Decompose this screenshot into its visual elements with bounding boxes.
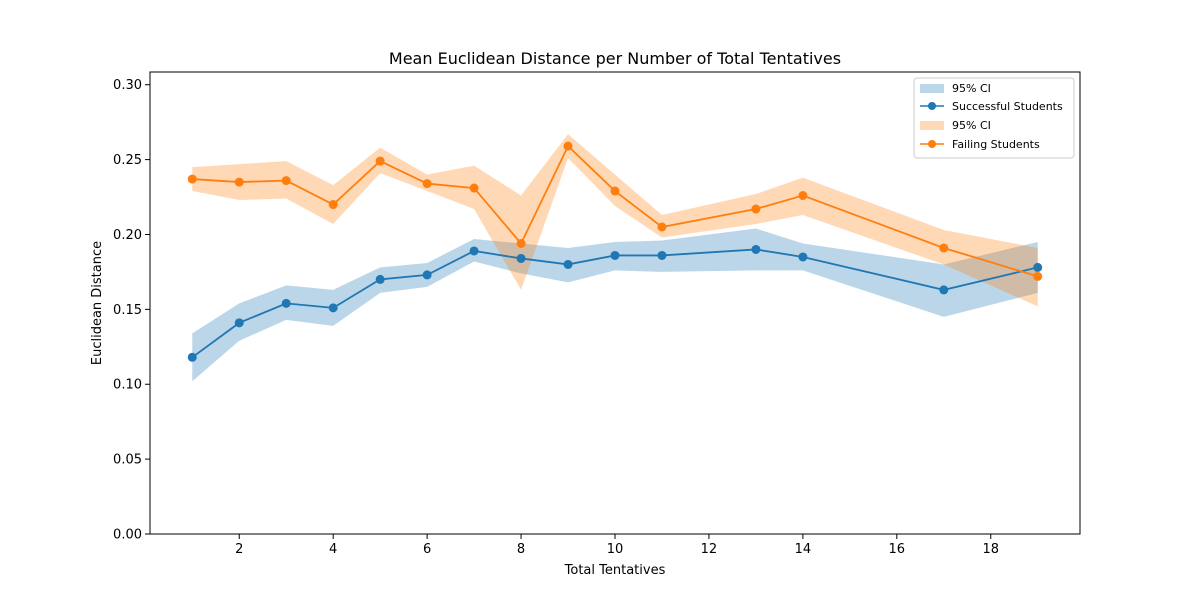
data-point-successful xyxy=(563,259,573,269)
chart-title: Mean Euclidean Distance per Number of To… xyxy=(389,49,841,68)
data-point-failing xyxy=(187,174,197,184)
x-tick-label: 14 xyxy=(795,542,812,557)
data-point-failing xyxy=(328,200,338,210)
data-point-failing xyxy=(610,186,620,196)
x-tick-label: 2 xyxy=(235,542,243,557)
ci-band-successful xyxy=(192,228,1038,382)
y-tick-label: 0.10 xyxy=(113,378,142,393)
legend-ci-swatch-successful xyxy=(920,84,944,93)
legend-frame xyxy=(913,77,1075,159)
data-point-successful xyxy=(1033,262,1043,272)
y-axis-label: Euclidean Distance xyxy=(90,241,105,365)
data-point-failing xyxy=(516,238,526,248)
y-tick-label: 0.15 xyxy=(113,303,142,318)
x-tick-label: 8 xyxy=(517,542,525,557)
data-point-successful xyxy=(234,318,244,328)
data-point-successful xyxy=(281,298,291,308)
data-point-failing xyxy=(281,176,291,186)
data-point-failing xyxy=(563,141,573,151)
data-point-failing xyxy=(798,191,808,201)
data-point-successful xyxy=(328,303,338,313)
y-tick-label: 0.05 xyxy=(113,453,142,468)
legend-ci-swatch-failing xyxy=(920,121,944,130)
legend-ci-label-failing: 95% CI xyxy=(952,119,991,132)
x-tick-label: 10 xyxy=(607,542,624,557)
ci-band-failing xyxy=(192,134,1038,307)
data-point-successful xyxy=(422,270,432,280)
data-point-successful xyxy=(798,252,808,262)
legend-ci-label-successful: 95% CI xyxy=(952,82,991,95)
data-point-failing xyxy=(469,183,479,193)
data-point-successful xyxy=(375,274,385,284)
data-point-failing xyxy=(422,179,432,189)
x-tick-label: 4 xyxy=(329,542,337,557)
data-point-failing xyxy=(234,177,244,187)
legend: 95% CI Successful Students 95% CI Failin… xyxy=(913,77,1075,159)
legend-marker-failing xyxy=(928,140,936,148)
x-tick-label: 6 xyxy=(423,542,431,557)
y-tick-label: 0.00 xyxy=(113,528,142,543)
legend-marker-successful xyxy=(928,102,936,110)
x-axis: 2 4 6 8 10 12 14 16 18 xyxy=(235,534,999,557)
y-tick-label: 0.30 xyxy=(113,78,142,93)
data-point-successful xyxy=(187,352,197,362)
data-point-successful xyxy=(610,250,620,260)
data-point-successful xyxy=(469,246,479,256)
data-point-failing xyxy=(375,156,385,166)
data-point-failing xyxy=(657,222,667,232)
data-point-successful xyxy=(657,250,667,260)
x-tick-label: 16 xyxy=(889,542,906,557)
data-point-failing xyxy=(1033,271,1043,281)
x-tick-label: 12 xyxy=(701,542,718,557)
y-tick-label: 0.20 xyxy=(113,228,142,243)
legend-label-successful: Successful Students xyxy=(952,100,1063,113)
x-axis-label: Total Tentatives xyxy=(564,563,666,578)
y-tick-label: 0.25 xyxy=(113,153,142,168)
y-axis: 0.00 0.05 0.10 0.15 0.20 0.25 0.30 xyxy=(113,78,150,543)
legend-label-failing: Failing Students xyxy=(952,138,1040,151)
data-point-failing xyxy=(751,204,761,214)
data-point-successful xyxy=(516,253,526,263)
data-point-successful xyxy=(939,285,949,295)
plot-area xyxy=(187,134,1043,382)
data-point-successful xyxy=(751,244,761,254)
data-point-failing xyxy=(939,243,949,253)
x-tick-label: 18 xyxy=(982,542,999,557)
